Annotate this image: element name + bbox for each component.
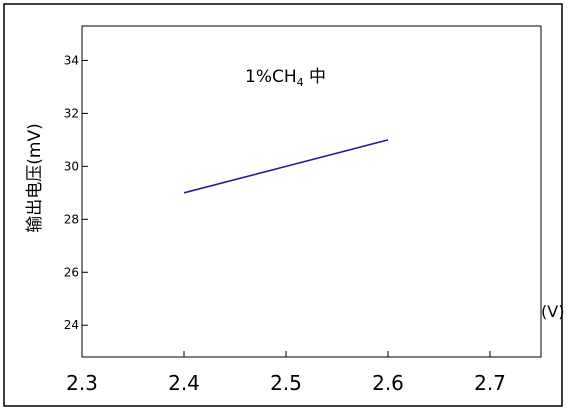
- x-tick-label: 2.7: [474, 371, 506, 395]
- y-tick-label: 26: [64, 265, 79, 279]
- x-tick-label: 2.4: [168, 371, 200, 395]
- y-axis-label: 输出电压(mV): [25, 123, 45, 232]
- y-tick-label: 24: [64, 318, 79, 332]
- y-tick-label: 32: [64, 106, 79, 120]
- x-axis-label: (V): [541, 302, 564, 321]
- y-axis-ticks: 24 26 28 30 32 34: [64, 53, 88, 332]
- series-layer: [183, 139, 389, 194]
- y-tick-label: 28: [64, 212, 79, 226]
- x-tick-label: 2.3: [66, 371, 98, 395]
- outer-frame: [3, 3, 563, 407]
- x-tick-label: 2.5: [270, 371, 302, 395]
- plot-area: [81, 25, 542, 358]
- annotation-label: 1%CH4 中: [245, 67, 326, 89]
- x-axis-ticks: 2.3 2.4 2.5 2.6 2.7: [66, 351, 506, 395]
- x-tick-label: 2.6: [372, 371, 404, 395]
- series-line: [183, 139, 389, 194]
- y-tick-label: 34: [64, 53, 79, 67]
- y-tick-label: 30: [64, 159, 79, 173]
